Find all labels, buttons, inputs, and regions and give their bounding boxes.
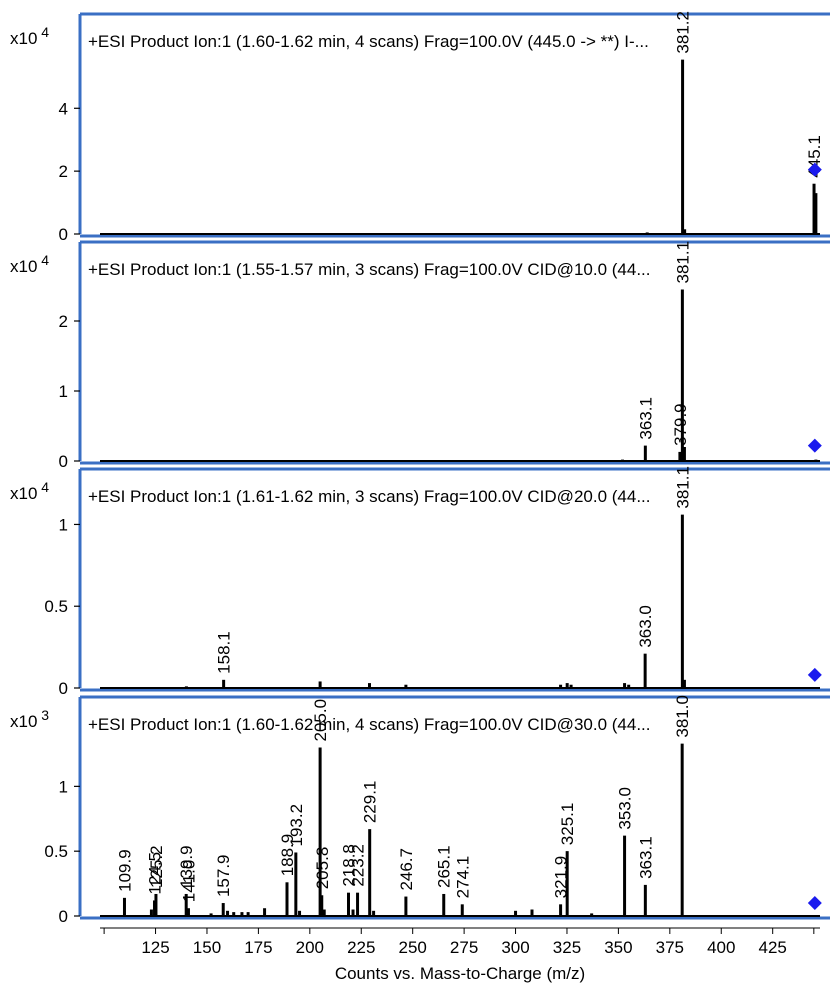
y-exponent-label: x10 3 <box>10 707 49 731</box>
panel-title: +ESI Product Ion:1 (1.61-1.62 min, 3 sca… <box>88 487 651 506</box>
y-tick-label: 0 <box>59 225 68 244</box>
y-tick-label: 1 <box>59 382 68 401</box>
peak-label: 218.8 <box>340 844 359 887</box>
x-tick-label: 425 <box>758 938 786 957</box>
precursor-marker <box>807 162 822 177</box>
peak-label: 223.2 <box>349 844 368 887</box>
peak-label: 229.1 <box>361 781 380 824</box>
x-tick-label: 300 <box>501 938 529 957</box>
y-tick-label: 0 <box>59 907 68 926</box>
x-tick-label: 350 <box>604 938 632 957</box>
x-tick-label: 225 <box>347 938 375 957</box>
x-tick-label: 250 <box>398 938 426 957</box>
x-tick-label: 200 <box>296 938 324 957</box>
y-tick-label: 0.5 <box>44 597 68 616</box>
panel-title: +ESI Product Ion:1 (1.60-1.62 min, 4 sca… <box>88 32 649 51</box>
panel-title: +ESI Product Ion:1 (1.60-1.62 min, 4 sca… <box>88 715 651 734</box>
peak-label: 381.1 <box>673 466 692 509</box>
peak-label: 274.1 <box>453 856 472 899</box>
peak-label: 379.9 <box>671 403 690 446</box>
peak-label: 205.0 <box>311 699 330 742</box>
peak-label: 141.0 <box>179 860 198 903</box>
peak-label: 125.2 <box>147 845 166 888</box>
peak-label: 353.0 <box>616 787 635 830</box>
peak-label: 124.5 <box>146 852 165 895</box>
y-tick-label: 2 <box>59 312 68 331</box>
peak-label: 157.9 <box>214 854 233 897</box>
peak-label: 193.2 <box>287 804 306 847</box>
y-exponent-label: x10 4 <box>10 479 49 503</box>
peak-label: 381.0 <box>673 695 692 738</box>
y-tick-label: 4 <box>59 99 68 118</box>
peak-label: 325.1 <box>558 803 577 846</box>
x-tick-label: 400 <box>707 938 735 957</box>
y-tick-label: 2 <box>59 162 68 181</box>
peak-label: 363.1 <box>636 836 655 879</box>
peak-label: 246.7 <box>397 848 416 891</box>
panel-title: +ESI Product Ion:1 (1.55-1.57 min, 3 sca… <box>88 260 651 279</box>
peak-label: 158.1 <box>215 631 234 674</box>
peak-label: 188.9 <box>278 834 297 877</box>
y-tick-label: 0 <box>59 679 68 698</box>
y-exponent-label: x10 4 <box>10 252 49 276</box>
y-exponent-label: x10 4 <box>10 24 49 48</box>
peak-label: 205.8 <box>313 847 332 890</box>
peak-label: 363.0 <box>636 605 655 648</box>
x-tick-label: 325 <box>553 938 581 957</box>
x-tick-label: 150 <box>193 938 221 957</box>
y-tick-label: 1 <box>59 515 68 534</box>
precursor-marker <box>807 667 822 682</box>
peak-label: 265.1 <box>435 845 454 888</box>
y-tick-label: 0 <box>59 452 68 471</box>
x-tick-label: 175 <box>244 938 272 957</box>
y-tick-label: 1 <box>59 777 68 796</box>
precursor-marker <box>807 438 822 453</box>
peak-label: 381.2 <box>674 11 693 54</box>
x-axis-label: Counts vs. Mass-to-Charge (m/z) <box>335 964 585 983</box>
peak-label: 139.9 <box>177 845 196 888</box>
x-tick-label: 375 <box>656 938 684 957</box>
peak-label: 109.9 <box>115 849 134 892</box>
precursor-marker <box>807 896 822 911</box>
peak-label: 381.1 <box>673 241 692 284</box>
peak-label: 363.1 <box>636 397 655 440</box>
x-tick-label: 275 <box>450 938 478 957</box>
x-tick-label: 125 <box>141 938 169 957</box>
y-tick-label: 0.5 <box>44 842 68 861</box>
